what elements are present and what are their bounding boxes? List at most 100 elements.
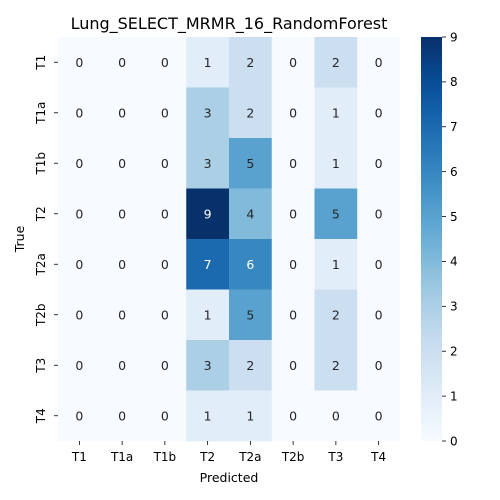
y-tick-label: T2a: [34, 253, 48, 276]
cell-value-label: 0: [118, 358, 126, 373]
cell-value-label: 0: [375, 408, 383, 423]
cell-value-label: 0: [75, 156, 83, 171]
cell-value-label: 1: [204, 408, 212, 423]
cell-value-label: 0: [375, 358, 383, 373]
heatmap-cell: [143, 87, 187, 139]
heatmap-cell: [100, 239, 144, 290]
cell-value-label: 0: [118, 105, 126, 120]
cell-value-label: 5: [332, 206, 340, 221]
heatmap-cell: [58, 289, 102, 341]
heatmap-cells: 0 0 0 1 2 0 2 0 0 0 0 3 2 0 1 0 0 0 0 3 5 0 1 0 0 0 0 9 4 0 5 0 0 0 0 7 6 0 1 0…: [58, 37, 401, 442]
colorbar-tick-label: 2: [450, 345, 458, 359]
heatmap-cell: [357, 340, 401, 391]
heatmap-cell: [143, 289, 187, 341]
cell-value-label: 0: [289, 156, 297, 171]
cell-value-label: 1: [246, 408, 254, 423]
heatmap-cell: [186, 340, 230, 391]
heatmap-cell: [229, 340, 273, 391]
x-axis-ticks: T1 T1a T1b T2 T2a T2b T3 T4: [71, 441, 386, 464]
heatmap-cell: [357, 390, 401, 442]
heatmap-cell: [229, 289, 273, 341]
cell-value-label: 0: [375, 156, 383, 171]
heatmap-cell: [271, 188, 315, 240]
cell-value-label: 0: [75, 307, 83, 322]
heatmap-cell: [229, 390, 273, 442]
heatmap-cell: [58, 340, 102, 391]
heatmap-cell: [58, 138, 102, 189]
cell-value-label: 0: [289, 257, 297, 272]
y-tick-label: T2b: [34, 303, 48, 327]
heatmap-cell: [186, 37, 230, 88]
cell-value-label: 0: [161, 358, 169, 373]
heatmap-cell: [186, 390, 230, 442]
heatmap-cell: [100, 37, 144, 88]
colorbar-tick-label: 4: [450, 255, 458, 269]
cell-value-label: 0: [75, 105, 83, 120]
y-tick-label: T2: [34, 206, 48, 222]
colorbar-tick-label: 6: [450, 165, 458, 179]
cell-value-label: 0: [75, 55, 83, 70]
cell-value-label: 0: [375, 307, 383, 322]
cell-value-label: 1: [332, 105, 340, 120]
cell-value-label: 2: [246, 105, 254, 120]
heatmap-cell: [229, 239, 273, 290]
cell-value-label: 0: [118, 156, 126, 171]
cell-value-label: 2: [332, 307, 340, 322]
cell-value-label: 0: [118, 55, 126, 70]
cell-value-label: 7: [204, 257, 212, 272]
cell-value-label: 0: [161, 408, 169, 423]
cell-value-label: 0: [375, 206, 383, 221]
heatmap-cell: [357, 138, 401, 189]
cell-value-label: 5: [246, 307, 254, 322]
colorbar-tick-label: 7: [450, 120, 458, 134]
cell-value-label: 0: [289, 105, 297, 120]
cell-value-label: 0: [161, 307, 169, 322]
cell-value-label: 0: [118, 257, 126, 272]
colorbar-tick-label: 0: [450, 434, 458, 448]
cell-value-label: 2: [332, 55, 340, 70]
cell-value-label: 0: [375, 105, 383, 120]
cell-value-label: 2: [246, 55, 254, 70]
cell-value-label: 0: [75, 257, 83, 272]
cell-value-label: 0: [332, 408, 340, 423]
y-tick-label: T4: [34, 408, 48, 424]
heatmap-cell: [271, 289, 315, 341]
cell-value-label: 6: [246, 257, 254, 272]
cell-value-label: 3: [204, 358, 212, 373]
heatmap-cell: [229, 138, 273, 189]
heatmap-cell: [229, 87, 273, 139]
heatmap-cell: [100, 340, 144, 391]
heatmap-cell: [271, 340, 315, 391]
x-tick-label: T2a: [238, 450, 261, 464]
heatmap-cell: [186, 188, 230, 240]
heatmap-cell: [357, 87, 401, 139]
heatmap-cell: [143, 390, 187, 442]
cell-value-label: 1: [204, 55, 212, 70]
y-axis-label: True: [12, 225, 27, 253]
cell-value-label: 1: [332, 257, 340, 272]
heatmap-cell: [271, 138, 315, 189]
cell-value-label: 0: [289, 55, 297, 70]
heatmap-cell: [100, 188, 144, 240]
cell-value-label: 0: [289, 206, 297, 221]
x-tick-label: T1a: [110, 450, 133, 464]
x-tick-label: T4: [370, 450, 386, 464]
heatmap-cell: [58, 87, 102, 139]
x-tick-label: T1b: [153, 450, 177, 464]
heatmap-cell: [271, 37, 315, 88]
heatmap-cell: [186, 87, 230, 139]
colorbar-tick-label: 5: [450, 210, 458, 224]
heatmap-cell: [186, 239, 230, 290]
colorbar-tick-label: 9: [450, 30, 458, 44]
colorbar: [421, 37, 442, 441]
heatmap-cell: [271, 390, 315, 442]
heatmap-cell: [314, 239, 358, 290]
colorbar-tick-label: 1: [450, 389, 458, 403]
cell-value-label: 0: [161, 206, 169, 221]
heatmap-cell: [143, 239, 187, 290]
heatmap-cell: [229, 37, 273, 88]
cell-value-label: 1: [332, 156, 340, 171]
cell-value-label: 0: [118, 408, 126, 423]
heatmap-cell: [186, 289, 230, 341]
cell-value-label: 0: [75, 206, 83, 221]
